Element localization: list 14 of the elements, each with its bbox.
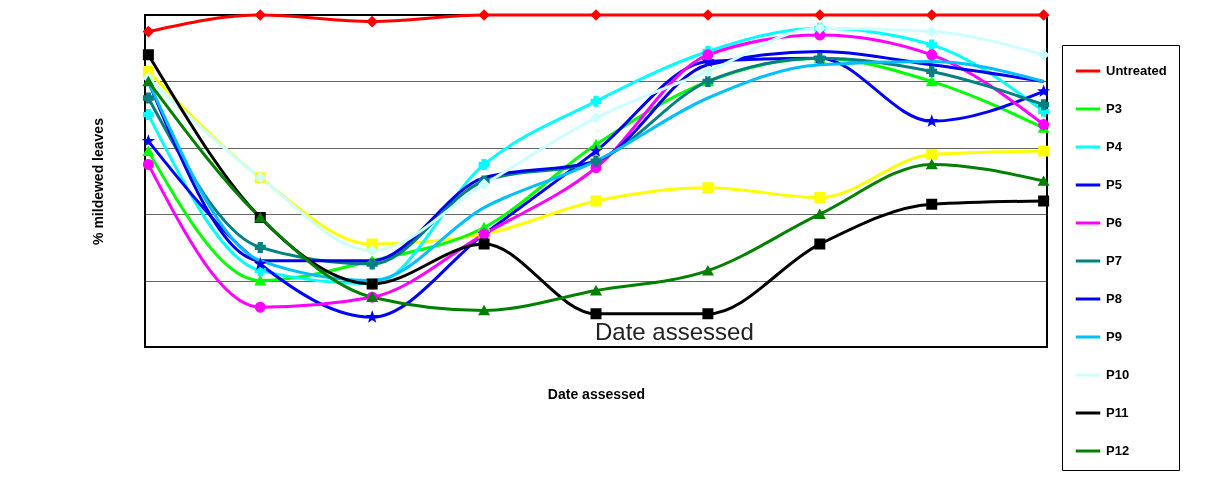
legend-label: P10 (1106, 367, 1130, 382)
legend-label: P4 (1106, 139, 1123, 154)
legend-label: P6 (1106, 215, 1122, 230)
legend-label: Untreated (1106, 63, 1167, 78)
y-axis-title: % mildewed leaves (89, 117, 106, 245)
x-axis-title: Date assessed (547, 385, 646, 402)
legend-label: P11 (1106, 405, 1129, 420)
legend-label: P3 (1106, 101, 1122, 116)
legend-label: P8 (1106, 291, 1122, 306)
legend-label: P9 (1106, 329, 1122, 344)
legend-label: P12 (1106, 443, 1130, 458)
legend-label: P7 (1106, 253, 1122, 268)
legend-label: P5 (1106, 177, 1122, 192)
annotation: Date assessed (595, 318, 754, 345)
